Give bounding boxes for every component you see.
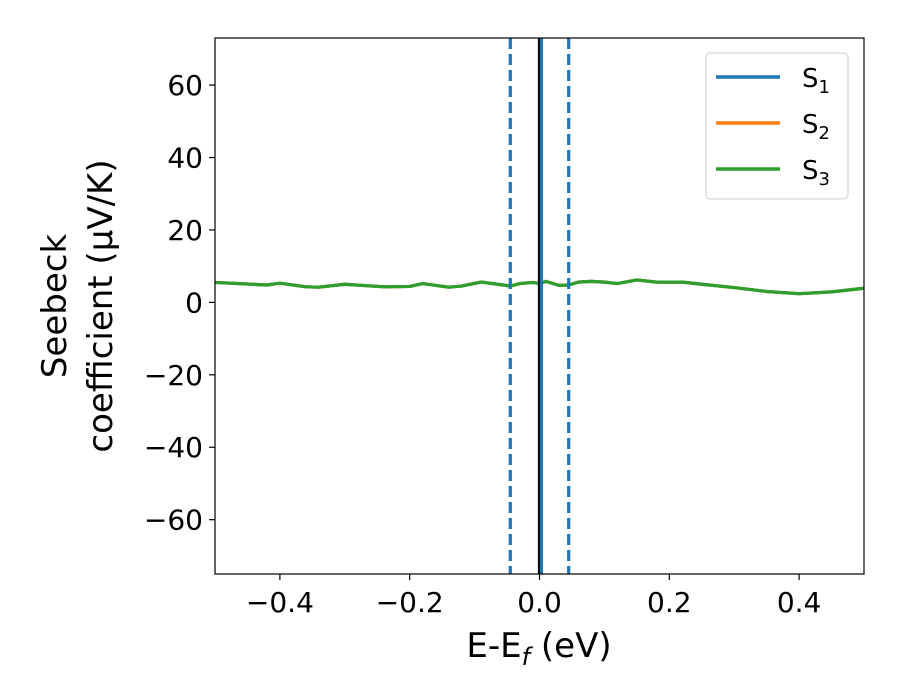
y-axis-label-line2: coefficient (μV/K) xyxy=(81,159,121,452)
plot-lines xyxy=(215,38,864,574)
y-tick-label: 40 xyxy=(167,142,203,175)
x-tick-label: −0.2 xyxy=(376,586,444,619)
x-axis-label-unit: (eV) xyxy=(530,626,612,666)
legend-label-s2: S2 xyxy=(802,110,830,144)
y-axis-ticks: 60 40 20 0 −20 −40 −60 xyxy=(144,69,215,537)
x-axis-ticks: −0.4 −0.2 0.0 0.2 0.4 xyxy=(246,574,821,619)
legend: S1 S2 S3 xyxy=(705,52,849,200)
y-tick-label: −20 xyxy=(144,359,203,392)
y-tick-label: 0 xyxy=(185,286,203,319)
x-axis-label: E-Ef (eV) xyxy=(466,626,611,671)
x-tick-label: 0.0 xyxy=(517,586,562,619)
y-tick-label: 20 xyxy=(167,214,203,247)
legend-box xyxy=(705,52,849,200)
y-tick-label: −60 xyxy=(144,504,203,537)
x-tick-label: 0.2 xyxy=(647,586,692,619)
y-tick-label: 60 xyxy=(167,69,203,102)
y-axis-label-line1: Seebeck xyxy=(35,234,75,379)
legend-entries: S1 S2 S3 xyxy=(716,64,830,190)
x-axis-label-main: E-E xyxy=(466,626,521,666)
x-tick-label: 0.4 xyxy=(777,586,822,619)
legend-label-s1: S1 xyxy=(802,64,830,98)
y-tick-label: −40 xyxy=(144,431,203,464)
y-axis-label: Seebeck coefficient (μV/K) xyxy=(35,159,121,452)
x-tick-label: −0.4 xyxy=(246,586,314,619)
legend-label-s3: S3 xyxy=(802,156,830,190)
